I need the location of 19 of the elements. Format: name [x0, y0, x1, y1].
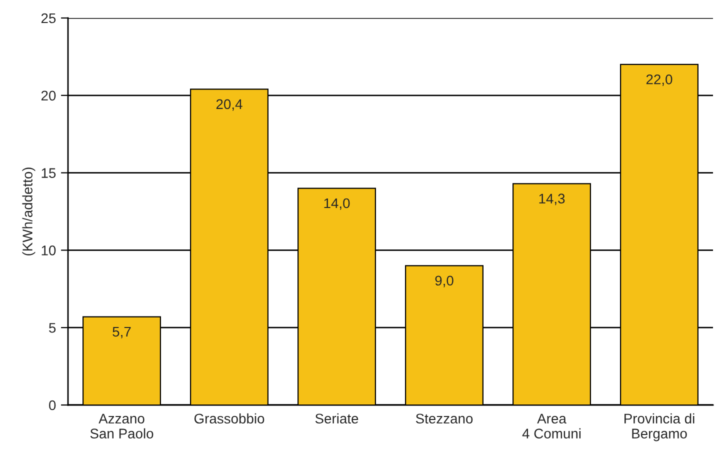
data-label: 20,4: [216, 99, 242, 111]
x-tick-label: Area 4 Comuni: [522, 414, 581, 438]
y-tick-label: 5: [49, 323, 56, 333]
data-label: 5,7: [112, 326, 131, 338]
y-tick-label: 0: [49, 400, 56, 410]
y-tick-label: 20: [41, 90, 56, 101]
x-tick-label: Stezzano: [416, 414, 473, 424]
data-label: 9,0: [435, 276, 454, 288]
y-tick-label: 25: [41, 13, 56, 24]
data-label: 14,3: [539, 194, 565, 206]
y-tick-label: 10: [42, 246, 56, 256]
x-tick-label: Seriate: [315, 413, 358, 424]
data-label: 14,0: [324, 198, 350, 210]
x-tick-label: Provincia di Bergamo: [624, 413, 694, 442]
x-tick-label: Azzano San Paolo: [90, 414, 154, 438]
y-axis-title: (KWh/addetto): [22, 168, 36, 256]
y-tick-label: 15: [42, 168, 56, 178]
data-label: 22,0: [646, 74, 672, 86]
x-tick-label: Grassobbio: [194, 413, 264, 424]
